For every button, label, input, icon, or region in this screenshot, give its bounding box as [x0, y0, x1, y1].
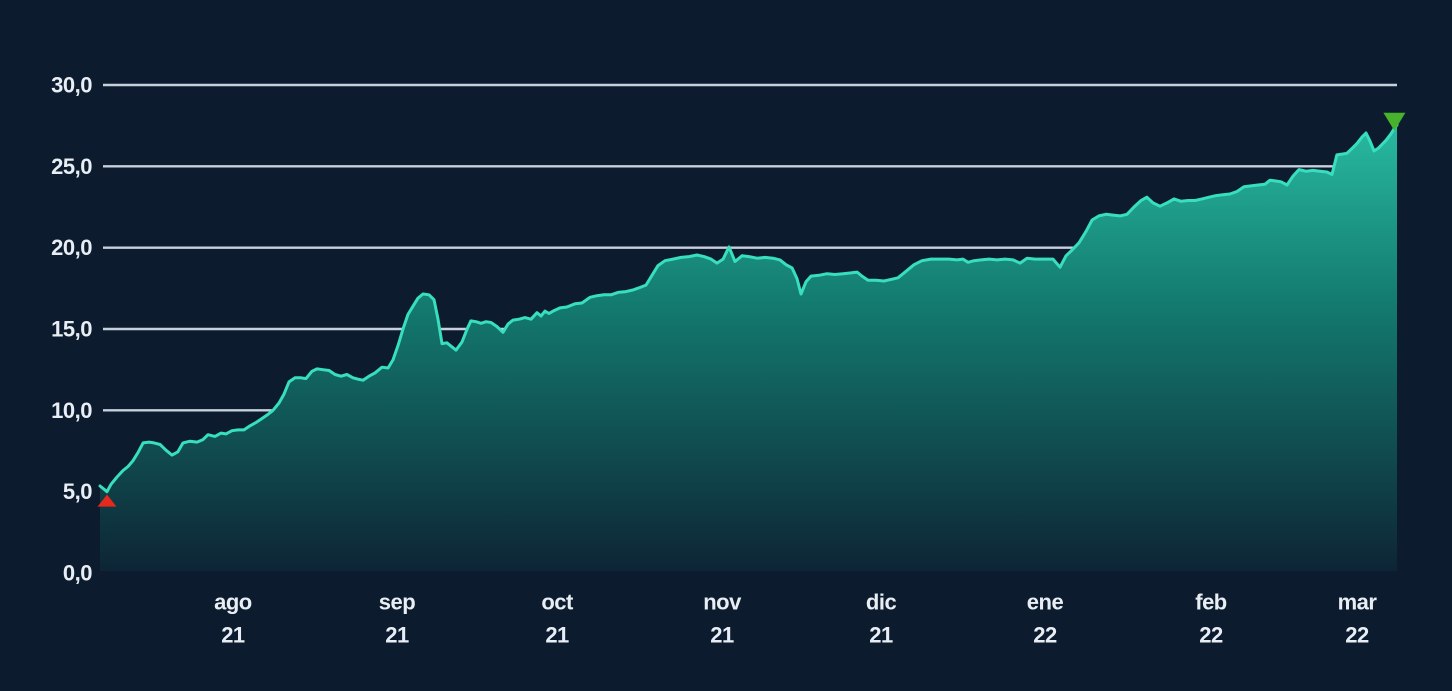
y-axis-label-20,0: 20,0	[51, 235, 92, 260]
price-line	[98, 123, 1399, 494]
x-axis-month-label-dic: dic	[866, 590, 897, 615]
area-fill	[100, 124, 1397, 572]
x-axis-month-label-mar: mar	[1338, 590, 1378, 615]
max-marker-icon	[1383, 112, 1406, 131]
x-axis-month-label-ene: ene	[1027, 590, 1064, 615]
y-axis-label-15,0: 15,0	[51, 317, 92, 342]
y-axis-label-0,0: 0,0	[63, 561, 92, 586]
x-axis-year-label-ene: 22	[1033, 623, 1057, 648]
min-marker-icon	[97, 494, 117, 507]
x-axis-month-label-nov: nov	[703, 590, 742, 615]
x-axis-month-label-feb: feb	[1195, 590, 1227, 615]
x-axis-month-label-sep: sep	[379, 590, 415, 615]
x-axis-year-label-dic: 21	[869, 623, 893, 648]
x-axis-year-label-nov: 21	[710, 623, 734, 648]
x-axis-year-label-oct: 21	[545, 623, 569, 648]
y-axis-label-30,0: 30,0	[51, 73, 92, 98]
x-axis-month-label-oct: oct	[541, 590, 574, 615]
x-axis-year-label-sep: 21	[385, 623, 409, 648]
x-axis-year-label-ago: 21	[221, 623, 245, 648]
x-axis-month-label-ago: ago	[214, 590, 252, 615]
y-axis-label-25,0: 25,0	[51, 154, 92, 179]
x-axis-year-label-feb: 22	[1199, 623, 1223, 648]
y-axis-label-5,0: 5,0	[63, 479, 92, 504]
x-axis-year-label-mar: 22	[1345, 623, 1369, 648]
y-axis-label-10,0: 10,0	[51, 398, 92, 423]
